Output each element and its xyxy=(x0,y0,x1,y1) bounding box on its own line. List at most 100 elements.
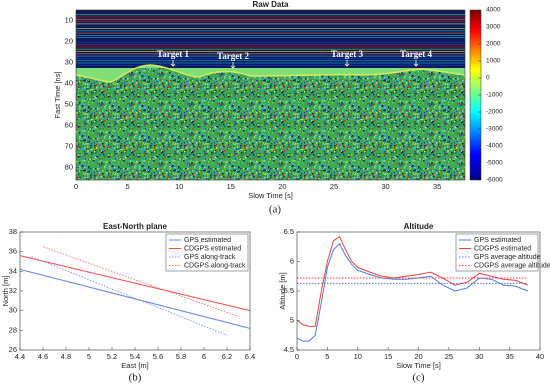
y-tick-label: 50 xyxy=(65,99,73,108)
x-tick-label: 5.4 xyxy=(130,352,140,361)
x-tick-label: 4.8 xyxy=(61,352,71,361)
stripe xyxy=(76,58,465,59)
y-tick-label: 26 xyxy=(9,345,17,354)
y-axis-label: North [m] xyxy=(1,276,10,307)
stripe xyxy=(76,51,465,52)
x-axis-label: Slow Time [s] xyxy=(396,361,441,370)
x-tick-label: 6.4 xyxy=(245,352,255,361)
y-tick-label: 6.5 xyxy=(284,227,294,236)
colorbar-tick-label: 3000 xyxy=(486,24,501,31)
y-tick-label: 5.5 xyxy=(284,286,294,295)
stripe xyxy=(76,60,465,62)
x-tick-label: 25 xyxy=(445,352,453,361)
colorbar-tick-label: 2000 xyxy=(486,41,501,48)
y-tick-label: 32 xyxy=(9,286,17,295)
legend-label: CDGPS along-track xyxy=(184,262,246,269)
x-tick-label: 15 xyxy=(384,352,392,361)
colorbar-tick-label: -1000 xyxy=(486,92,503,99)
stripe xyxy=(76,16,465,18)
stripe xyxy=(76,41,465,43)
x-tick-label: 6 xyxy=(202,352,206,361)
colorbar-tick-label: -6000 xyxy=(486,177,503,184)
x-tick-label: 4.6 xyxy=(38,352,48,361)
target-label: Target 3 xyxy=(331,49,363,59)
surface-band xyxy=(76,65,465,82)
target-label: Target 4 xyxy=(400,49,432,59)
x-tick-label: 5 xyxy=(87,352,91,361)
y-tick-label: 20 xyxy=(65,36,73,45)
y-tick-label: 6 xyxy=(290,256,294,265)
stripe xyxy=(76,30,465,32)
x-tick-label: 0 xyxy=(74,182,78,191)
x-tick-label: 10 xyxy=(175,182,183,191)
y-tick-label: 40 xyxy=(65,78,73,87)
target-arrow xyxy=(344,60,350,67)
y-tick-label: 36 xyxy=(9,247,17,256)
x-tick-label: 20 xyxy=(278,182,286,191)
radargram-image xyxy=(76,10,465,180)
stripe xyxy=(76,25,465,27)
target-arrow xyxy=(413,60,419,67)
x-tick-label: 4.4 xyxy=(15,352,25,361)
stripe xyxy=(76,14,465,16)
target-arrow xyxy=(230,62,236,69)
panel-label: (c) xyxy=(412,372,425,384)
y-axis-label: Fast Time [ns] xyxy=(53,71,62,118)
x-tick-label: 10 xyxy=(354,352,362,361)
stripes xyxy=(76,12,465,66)
y-tick-label: 80 xyxy=(65,162,73,171)
y-tick-label: 10 xyxy=(65,15,73,24)
colorbar-tick-label: -5000 xyxy=(486,160,503,167)
stripe xyxy=(76,32,465,34)
stripe xyxy=(76,53,465,55)
x-tick-label: 35 xyxy=(433,182,441,191)
target-label: Target 1 xyxy=(157,49,189,59)
axes-frame xyxy=(75,9,466,181)
y-tick-label: 34 xyxy=(9,266,17,275)
x-axis-label: Slow Time [s] xyxy=(248,191,293,200)
x-tick-label: 25 xyxy=(330,182,338,191)
y-tick-label: 30 xyxy=(9,306,17,315)
panel-label: (a) xyxy=(269,204,282,216)
x-tick-label: 20 xyxy=(414,352,422,361)
stripe xyxy=(76,48,465,50)
colorbar-tick-label: 0 xyxy=(486,75,490,82)
legend-label: GPS estimated xyxy=(474,237,521,244)
colorbar-tick-label: -4000 xyxy=(486,143,503,150)
chart-title: Altitude xyxy=(404,222,434,231)
panel-label: (b) xyxy=(129,372,142,384)
series-line xyxy=(19,268,251,329)
x-tick-label: 5.8 xyxy=(176,352,186,361)
image-top xyxy=(76,10,465,68)
y-tick-label: 5 xyxy=(290,315,294,324)
series-line xyxy=(31,256,228,336)
x-tick-label: 5 xyxy=(126,182,130,191)
y-tick-label: 28 xyxy=(9,325,17,334)
x-tick-label: 0 xyxy=(295,352,299,361)
colorbar-tick-label: 4000 xyxy=(486,7,501,14)
stripe xyxy=(76,62,465,64)
x-tick-label: 5.2 xyxy=(107,352,117,361)
x-tick-label: 15 xyxy=(227,182,235,191)
y-axis-label: Altitude [m] xyxy=(278,272,287,310)
legend-label: GPS estimated xyxy=(184,237,231,244)
chart-title: East-North plane xyxy=(103,222,168,231)
x-tick-label: 35 xyxy=(505,352,513,361)
stripe xyxy=(76,21,465,22)
x-axis-label: East [m] xyxy=(121,361,149,370)
colorbar-tick-label: 1000 xyxy=(486,58,501,65)
stripe xyxy=(76,37,465,39)
legend-label: CDGPS average altitude xyxy=(474,262,550,269)
stripe xyxy=(76,44,465,45)
stripe xyxy=(76,18,465,20)
y-tick-label: 30 xyxy=(65,57,73,66)
stripe xyxy=(76,12,465,13)
colorbar-tick-label: -2000 xyxy=(486,109,503,116)
target-label: Target 2 xyxy=(217,51,249,61)
series-line xyxy=(19,255,251,312)
surface-line xyxy=(76,64,465,83)
stripe xyxy=(76,55,465,57)
stripe xyxy=(76,23,465,25)
legend-label: CDGPS estimated xyxy=(474,245,531,252)
